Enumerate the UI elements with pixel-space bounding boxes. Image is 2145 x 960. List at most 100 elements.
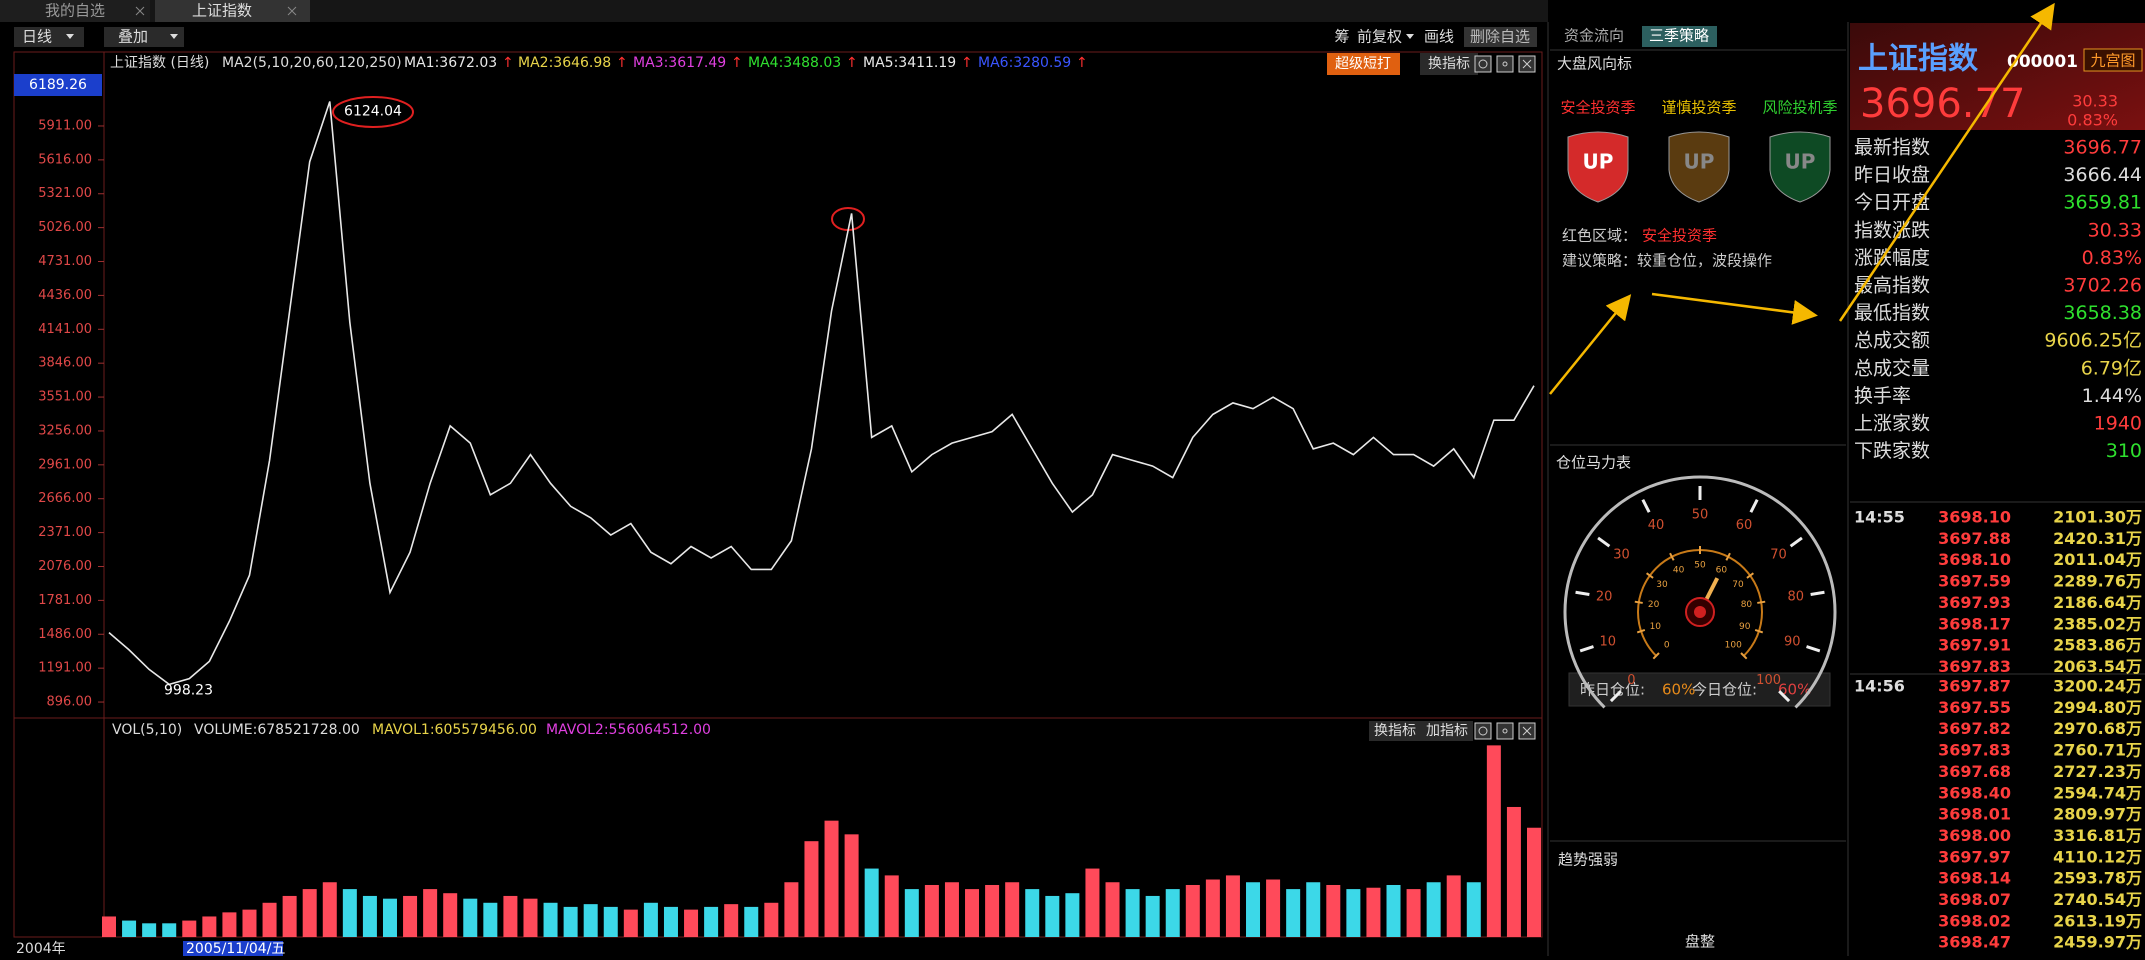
volume-bar xyxy=(944,882,959,937)
gauge-label-inner: 20 xyxy=(1648,600,1660,610)
gauge-label-inner: 80 xyxy=(1741,600,1753,610)
badge: UP xyxy=(1785,150,1816,174)
season-label: 风险投机季 xyxy=(1762,99,1837,117)
position-value: 60% xyxy=(1662,681,1695,699)
quote-value: 6.79亿 xyxy=(2081,357,2142,379)
volume-bar xyxy=(262,902,277,937)
volume-bar xyxy=(463,898,478,937)
button-label[interactable]: 加指标 xyxy=(1426,723,1468,739)
toolbar-label[interactable]: 日线 xyxy=(22,28,52,46)
ma-arrow: ↑ xyxy=(616,55,628,71)
button-label[interactable]: 换指标 xyxy=(1374,722,1416,739)
trade-volume: 2063.54万 xyxy=(2053,657,2142,676)
trade-price: 3697.87 xyxy=(1938,677,2011,696)
trade-price: 3697.83 xyxy=(1938,657,2011,676)
volume-bar xyxy=(1426,882,1441,937)
trade-volume: 2101.30万 xyxy=(2053,508,2142,527)
gauge-tick-inner xyxy=(1757,600,1766,604)
button[interactable] xyxy=(104,27,184,47)
gauge-tick xyxy=(1778,690,1791,703)
trade-price: 3697.68 xyxy=(1938,762,2011,781)
tab-active[interactable] xyxy=(1642,26,1717,47)
volume-bar xyxy=(242,909,257,937)
gauge-tick xyxy=(1806,645,1821,653)
button-label[interactable]: 超级短打 xyxy=(1335,55,1391,72)
y-tick-label: 1781.00 xyxy=(38,593,92,608)
volume-bar xyxy=(704,906,719,937)
y-tick-label: 3551.00 xyxy=(38,390,92,405)
button[interactable] xyxy=(2083,48,2143,72)
y-tick-label: 4731.00 xyxy=(38,254,92,269)
toolbar-label[interactable]: 删除自选 xyxy=(1470,28,1530,46)
panel-icons[interactable] xyxy=(1474,55,1536,73)
volume-bar xyxy=(1406,889,1421,937)
ma-arrow: ↑ xyxy=(846,55,858,71)
y-tick-label: 2076.00 xyxy=(38,559,92,574)
tab-active[interactable] xyxy=(155,0,310,22)
quote-value: 0.83% xyxy=(2082,247,2142,269)
volume-bar xyxy=(523,898,538,937)
close-icon[interactable] xyxy=(135,6,297,16)
volume-bar xyxy=(563,906,578,937)
tab-label[interactable]: 上证指数 xyxy=(192,2,252,20)
trade-volume: 2809.97万 xyxy=(2053,805,2142,824)
gauge-label: 10 xyxy=(1599,634,1616,649)
trade-volume: 2186.64万 xyxy=(2053,593,2142,612)
y-tick-label: 1486.00 xyxy=(38,627,92,642)
trade-price: 3697.97 xyxy=(1938,847,2011,866)
button[interactable] xyxy=(1327,53,1400,75)
trade-volume: 2593.78万 xyxy=(2053,869,2142,888)
volume-bar xyxy=(362,895,377,937)
zone-label: 红色区域： xyxy=(1562,227,1637,245)
volume-bar xyxy=(583,904,598,937)
button[interactable] xyxy=(14,27,84,47)
button-label[interactable]: 换指标 xyxy=(1428,55,1470,72)
ma-label: MA1:3672.03 xyxy=(404,55,497,71)
trade-volume: 3316.81万 xyxy=(2053,826,2142,845)
quote-label: 下跌家数 xyxy=(1854,440,1930,462)
gauge-label-inner: 0 xyxy=(1664,641,1670,651)
volume-bar xyxy=(764,902,779,937)
tab-label[interactable]: 三季策略 xyxy=(1649,27,1709,45)
volume-bar xyxy=(1205,879,1220,937)
y-tick-label: 2961.00 xyxy=(38,457,92,472)
volume-bar xyxy=(1125,889,1140,937)
toolbar-label[interactable]: 筹 xyxy=(1334,28,1349,46)
trade-price: 3698.10 xyxy=(1938,508,2011,527)
trade-time: 14:56 xyxy=(1854,677,1905,696)
panel-icons[interactable] xyxy=(1474,722,1536,740)
toolbar-label[interactable]: 前复权 xyxy=(1357,28,1402,46)
button-label[interactable]: 九宫图 xyxy=(2090,52,2135,70)
gauge-label-inner: 30 xyxy=(1656,580,1668,590)
volume-bar xyxy=(1346,889,1361,937)
gauge-tick-inner xyxy=(1652,652,1660,660)
trade-volume: 3200.24万 xyxy=(2053,677,2142,696)
tab[interactable] xyxy=(0,0,150,22)
gauge-tick-inner xyxy=(1754,628,1764,634)
toolbar-label[interactable]: 叠加 xyxy=(118,28,148,46)
volume-bar xyxy=(1246,882,1261,937)
trade-price: 3698.07 xyxy=(1938,890,2011,909)
trade-volume: 2420.31万 xyxy=(2053,529,2142,548)
tab-label[interactable]: 我的自选 xyxy=(45,2,105,20)
tab-label[interactable]: 资金流向 xyxy=(1564,27,1624,45)
position-label: 今日仓位: xyxy=(1692,681,1757,699)
gauge-tick-inner xyxy=(1646,572,1654,579)
trade-price: 3698.17 xyxy=(1938,614,2011,633)
ma-label: MA4:3488.03 xyxy=(748,55,841,71)
trade-price: 3698.00 xyxy=(1938,826,2011,845)
button[interactable] xyxy=(1420,53,1478,75)
button[interactable] xyxy=(1464,27,1537,47)
trade-price: 3697.55 xyxy=(1938,698,2011,717)
annotation-arrow xyxy=(1651,292,1818,325)
toolbar-label[interactable]: 画线 xyxy=(1424,28,1454,46)
button[interactable] xyxy=(1421,721,1473,741)
trade-volume: 2583.86万 xyxy=(2053,636,2142,655)
button[interactable] xyxy=(1369,721,1421,741)
x-label: 2004年 xyxy=(16,941,66,956)
vol-indicator: MAVOL1:605579456.00 xyxy=(372,722,537,738)
y-tick-label: 3256.00 xyxy=(38,423,92,438)
shield xyxy=(1567,131,1629,203)
gauge-tick xyxy=(1810,590,1825,596)
